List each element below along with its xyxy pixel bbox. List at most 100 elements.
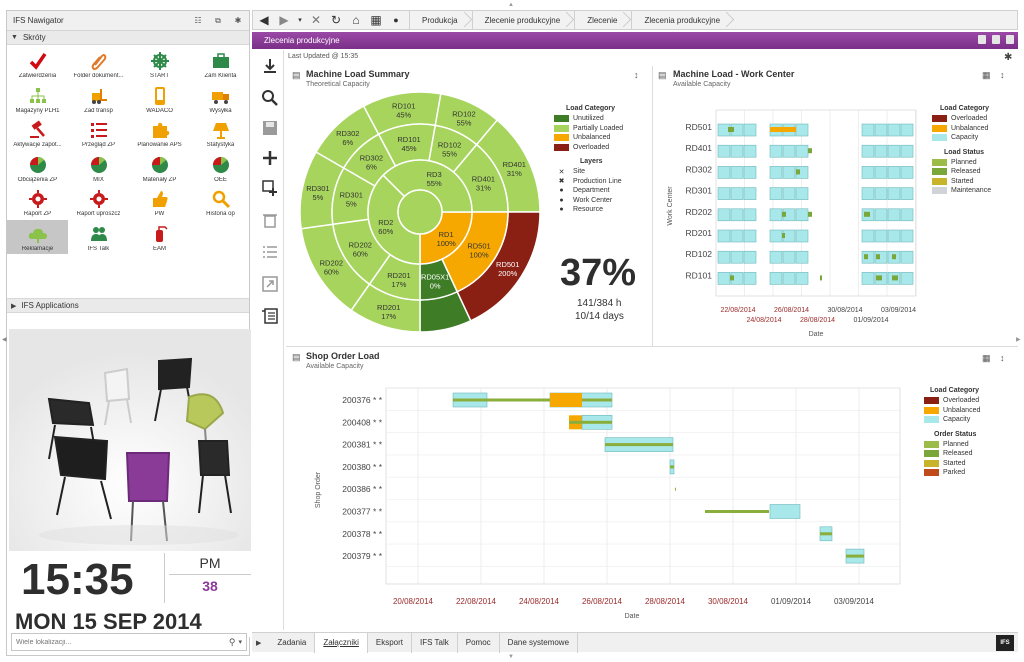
shortcut-label: Obciążenia ZP <box>17 176 58 183</box>
capacity-bar <box>887 166 901 179</box>
history-dropdown-icon[interactable]: ▾ <box>298 17 302 24</box>
grid-icon[interactable]: ▦ <box>370 13 382 27</box>
capacity-bar <box>769 208 783 222</box>
tab-dane-systemowe[interactable]: Dane systemowe <box>500 632 579 653</box>
forward-arrow-icon[interactable]: ▶ <box>279 13 289 27</box>
breadcrumb-item[interactable]: Zlecenia produkcyjne <box>631 11 734 29</box>
sunburst-segment-value: 6% <box>342 138 353 147</box>
expand-triangle-icon[interactable]: ▶ <box>256 639 262 647</box>
info-icon[interactable] <box>992 35 1000 44</box>
shortcut-raport-uproszcz[interactable]: Raport uproszcz <box>68 185 129 220</box>
tab-pomoc[interactable]: Pomoc <box>458 632 500 653</box>
calendar-icon[interactable]: ▦ <box>982 353 991 363</box>
save-icon[interactable] <box>260 118 280 138</box>
location-search[interactable]: ⚲ ▾ <box>11 633 247 651</box>
shortcut-label: Raport ZP <box>23 211 52 217</box>
load-bar <box>864 211 870 217</box>
panel-menu-icon[interactable]: ▤ <box>292 352 301 362</box>
panel-menu-icon[interactable]: ▤ <box>292 70 301 80</box>
add-icon[interactable] <box>260 148 280 168</box>
shortcut-start[interactable]: START <box>129 47 190 82</box>
shortcut-raport-zp[interactable]: Raport ZP <box>7 185 68 220</box>
shortcuts-section-header[interactable]: ▼ Skróty <box>7 31 249 45</box>
sunburst-segment-value: 31% <box>507 169 522 178</box>
shortcut-planowanie-aps[interactable]: Planowanie APS <box>129 116 190 151</box>
office-chairs-photo <box>9 329 251 551</box>
shortcut-zam-klienta[interactable]: Zam Klienta <box>190 47 251 82</box>
capacity-bar <box>717 144 731 158</box>
legend-label: Released <box>951 168 981 176</box>
calendar-icon[interactable]: ▦ <box>982 70 991 80</box>
sol-legend: Load Category Overloaded Unbalanced Capaci… <box>924 387 980 478</box>
legend-label: Maintenance <box>951 187 992 195</box>
shortcut-statystyka[interactable]: Statystyka <box>190 116 251 151</box>
capacity-bar <box>795 208 809 222</box>
dropdown-arrow-icon[interactable]: ▾ <box>238 639 242 646</box>
tab-załączniki[interactable]: Załączniki <box>315 632 368 653</box>
shortcut-reklamacje[interactable]: Reklamacje <box>7 219 68 254</box>
duplicate-icon[interactable] <box>260 178 280 198</box>
tab-eksport[interactable]: Eksport <box>368 632 413 653</box>
back-arrow-icon[interactable]: ◀ <box>259 13 269 27</box>
search-icon[interactable] <box>260 88 280 108</box>
breadcrumb-item[interactable]: Zlecenie <box>574 11 631 29</box>
download-icon[interactable] <box>260 56 280 76</box>
refresh-icon[interactable]: ↻ <box>330 13 342 27</box>
shortcut-zad-transp[interactable]: Zad transp <box>68 82 129 117</box>
search-icon[interactable]: ⚲ <box>228 636 236 647</box>
collapse-top-icon[interactable]: ▲ <box>508 2 514 8</box>
breadcrumb-item[interactable]: Zlecenie produkcyjne <box>471 11 575 29</box>
collapse-navigator-icon[interactable]: ◀ <box>2 337 7 343</box>
legend-item: Overloaded <box>924 396 980 406</box>
shortcut-obci-enia-zp[interactable]: Obciążenia ZP <box>7 151 68 186</box>
delete-icon[interactable] <box>260 210 280 230</box>
sunburst-segment-value: 60% <box>324 267 339 276</box>
location-search-input[interactable] <box>16 638 229 646</box>
tab-zadania[interactable]: Zadania <box>269 632 316 653</box>
shortcut-zatwierdzenia[interactable]: Zatwierdzenia <box>7 47 68 82</box>
shortcut-ifs-talk[interactable]: IFS Talk <box>68 220 129 255</box>
resize-vertical-icon[interactable]: ↕ <box>634 70 639 80</box>
capacity-bar <box>730 229 744 243</box>
list-view-icon[interactable]: ☷ <box>194 16 202 25</box>
document-list-icon[interactable] <box>260 306 280 326</box>
resize-vertical-icon[interactable]: ↕ <box>1000 70 1005 80</box>
bullet-icon[interactable]: ● <box>393 15 399 25</box>
home-icon[interactable]: ⌂ <box>352 13 360 27</box>
shortcut-aktywacje-zapot-[interactable]: Aktywacje zapot... <box>7 116 68 151</box>
shortcut-historia-op[interactable]: Historia op <box>190 185 251 220</box>
tab-ifs-talk[interactable]: IFS Talk <box>412 632 458 653</box>
shortcut-pw[interactable]: PW <box>129 185 190 220</box>
breadcrumb-item[interactable]: Produkcja <box>409 11 472 29</box>
list-icon[interactable] <box>260 242 280 262</box>
legend-label: Production Line <box>573 177 622 185</box>
shortcut-oee[interactable]: OEE <box>190 151 251 186</box>
sunburst-center[interactable] <box>397 189 443 235</box>
panel-menu-icon[interactable]: ▤ <box>658 70 667 80</box>
resize-vertical-icon[interactable]: ↕ <box>1000 353 1005 363</box>
legend-label: Released <box>943 450 973 458</box>
copy-icon[interactable]: ⧉ <box>215 15 221 25</box>
applications-section-header[interactable]: ▶ IFS Applications <box>7 299 249 313</box>
sunburst-segment-value: 45% <box>396 110 411 119</box>
shortcut-label: MIX <box>93 176 104 183</box>
details-icon[interactable] <box>978 35 986 44</box>
collapse-bottom-icon[interactable]: ▼ <box>508 654 514 660</box>
checklist-icon <box>90 123 107 138</box>
shortcut-mix[interactable]: MIX <box>68 151 129 186</box>
gear-icon[interactable]: ✱ <box>234 16 242 25</box>
shortcut-magazyny-plh1[interactable]: Magazyny PLH1 <box>7 82 68 117</box>
shortcut-folder-dokument-[interactable]: Folder dokument... <box>68 47 129 82</box>
settings-gear-icon[interactable]: ✱ <box>1004 52 1013 63</box>
shortcut-eam[interactable]: EAM <box>129 220 190 255</box>
shortcut-label: OEE <box>214 176 227 183</box>
shortcut-wysy-ka[interactable]: Wysyłka <box>190 82 251 117</box>
close-icon[interactable]: ✕ <box>310 13 322 27</box>
shortcut-wadaco[interactable]: WADACO <box>129 82 190 117</box>
shortcut-materia-y-zp[interactable]: Materiały ZP <box>129 151 190 186</box>
legend-swatch <box>924 469 939 477</box>
shortcut-przegl-d-zp[interactable]: Przegląd ZP <box>68 116 129 151</box>
collapse-right-icon[interactable]: ▶ <box>1016 337 1021 343</box>
comment-icon[interactable] <box>1006 35 1014 44</box>
expand-icon[interactable] <box>260 274 280 294</box>
